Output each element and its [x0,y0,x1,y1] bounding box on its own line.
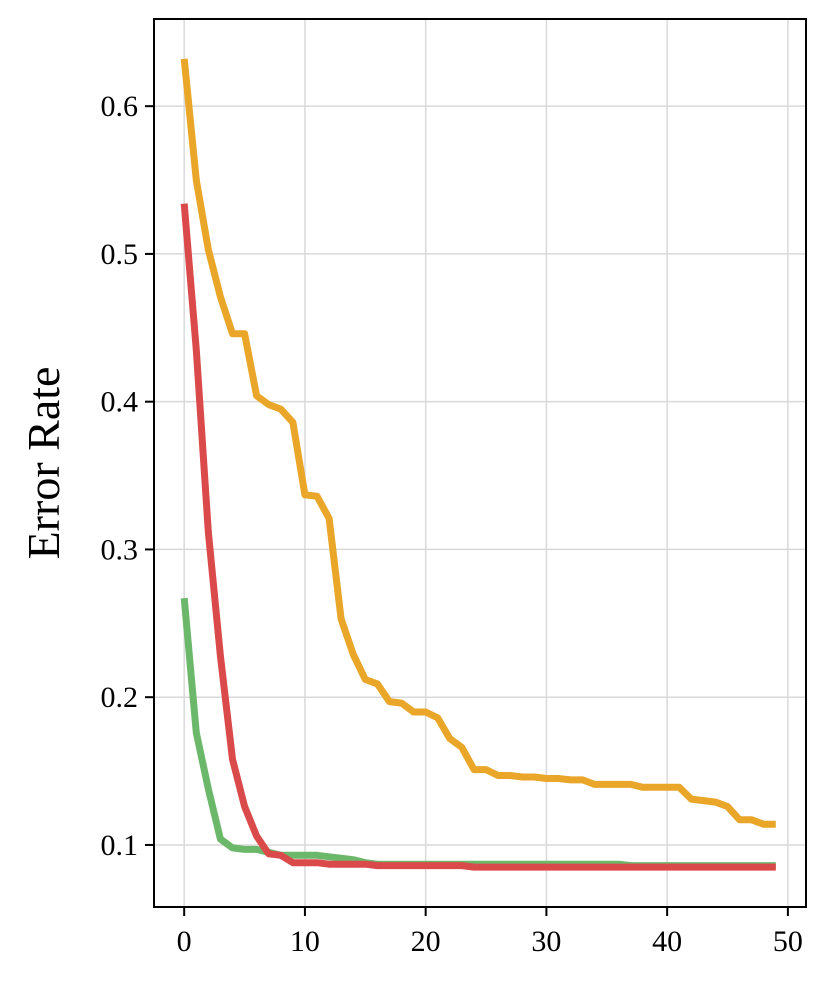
y-tick-label: 0.3 [101,533,139,566]
x-tick-label: 40 [652,925,682,958]
y-tick-label: 0.4 [101,386,139,419]
ticks-layer: 0 10 20 30 40 50 0.1 0.2 0.3 0.4 0.5 0.6 [101,90,803,958]
x-tick-label: 30 [531,925,561,958]
series-line-3 [180,203,776,871]
y-tick-label: 0.5 [101,238,139,271]
y-tick-label: 0.1 [101,829,139,862]
x-tick-label: 10 [290,925,320,958]
x-tick-label: 0 [177,925,192,958]
series-layer [180,58,776,871]
y-tick-label: 0.6 [101,90,139,123]
y-tick-label: 0.2 [101,681,139,714]
y-axis-title: Error Rate [18,367,69,560]
series-line-1 [180,58,776,828]
x-tick-label: 50 [773,925,803,958]
series-line-2 [180,597,776,870]
plot-frame [153,18,807,908]
grid-layer [154,19,806,907]
x-tick-label: 20 [411,925,441,958]
